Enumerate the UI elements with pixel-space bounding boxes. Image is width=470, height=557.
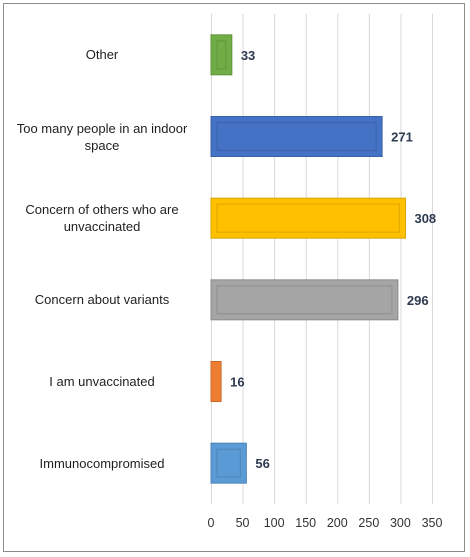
x-tick-label: 250 <box>358 516 379 530</box>
bar <box>210 197 406 239</box>
data-label: 16 <box>230 375 244 390</box>
bar-chart: 33 271 308 296 16 56 0 50 100 150 200 250 300 350 <box>208 14 443 530</box>
bar <box>210 279 399 321</box>
x-tick-label: 50 <box>236 516 250 530</box>
bars <box>210 34 406 484</box>
data-label: 296 <box>407 293 429 308</box>
category-label: Other <box>85 47 119 63</box>
category-label: Immunocompromised <box>39 455 165 471</box>
data-labels: 33 271 308 296 16 56 <box>230 48 436 471</box>
category-label: Too many people in an indoor space <box>16 120 188 153</box>
bar <box>210 34 233 76</box>
data-label: 56 <box>255 456 269 471</box>
data-label: 271 <box>391 130 413 145</box>
x-tick-label: 300 <box>390 516 411 530</box>
data-label: 308 <box>414 211 436 226</box>
bar <box>210 116 383 157</box>
category-label: Concern about variants <box>34 292 170 308</box>
x-tick-label: 150 <box>295 516 316 530</box>
x-tick-label: 350 <box>422 516 443 530</box>
x-tick-label: 200 <box>327 516 348 530</box>
chart-frame: 33 271 308 296 16 56 0 50 100 150 200 250 300 350 Ot… <box>3 3 465 552</box>
gridlines <box>211 14 433 504</box>
bar <box>210 442 247 484</box>
x-tick-label: 0 <box>208 516 215 530</box>
bar <box>210 361 222 402</box>
x-tick-label: 100 <box>264 516 285 530</box>
x-axis-ticks: 0 50 100 150 200 250 300 350 <box>208 516 443 530</box>
category-label: Concern of others who are unvaccinated <box>25 202 179 235</box>
data-label: 33 <box>241 48 255 63</box>
category-label: I am unvaccinated <box>49 374 155 389</box>
